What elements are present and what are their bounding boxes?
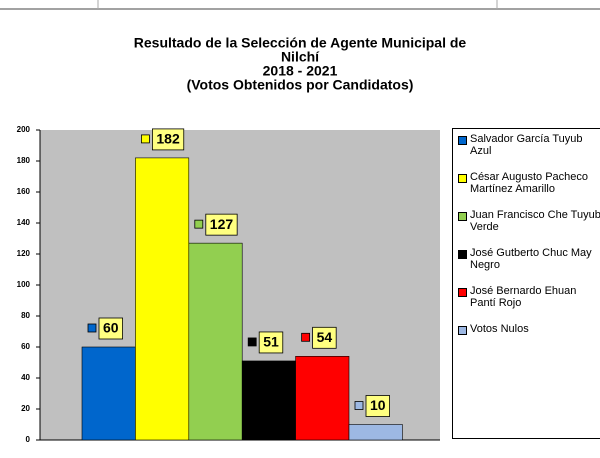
y-tick-label: 120 [17,249,31,258]
chart-title: (Votos Obtenidos por Candidatos) [187,77,414,93]
legend-item: Salvador García Tuyub Azul [458,133,600,157]
data-label: 10 [370,397,386,413]
data-label-key [301,332,311,342]
data-label: 127 [210,216,234,232]
data-label-box [205,213,238,236]
bar [295,355,350,441]
data-label: 182 [156,131,180,147]
y-tick-label: 100 [17,280,31,289]
chart-title: 2018 - 2021 [263,63,338,79]
y-tick-label: 140 [17,218,31,227]
data-label-key [194,219,204,229]
legend-item: Votos Nulos [458,323,600,335]
data-label: 60 [103,320,119,336]
legend: Salvador García Tuyub Azul César Augusto … [452,128,600,439]
bar [241,360,296,441]
legend-item: César Augusto Pacheco Martínez Amarillo [458,171,600,195]
legend-label: César Augusto Pacheco Martínez Amarillo [470,171,589,195]
bar [348,424,403,441]
data-label-key [354,401,364,410]
y-tick-label: 40 [21,373,30,382]
data-label-box [258,331,284,354]
data-label-box [312,326,337,349]
legend-label: José Bernardo Ehuan Pantí Rojo [470,285,577,309]
y-tick-label: 160 [17,187,31,196]
legend-label: Juan Francisco Che Tuyub Verde [470,209,600,233]
bar [188,242,243,441]
chart-title: Resultado de la Selección de Agente Muni… [134,35,467,51]
legend-swatch [458,288,467,297]
y-tick-label: 20 [21,404,30,413]
legend-swatch [458,174,467,183]
y-tick-label: 60 [21,342,30,351]
legend-swatch [458,326,467,335]
data-label-box [365,395,390,417]
legend-swatch [458,250,467,259]
legend-swatch [458,136,467,145]
legend-label: Votos Nulos [470,323,529,335]
data-label-key [87,323,97,333]
y-tick-label: 200 [17,125,31,134]
bar [135,157,190,441]
data-label-key [140,134,150,144]
legend-label: Salvador García Tuyub Azul [470,133,583,157]
legend-item: José Gutberto Chuc May Negro [458,247,600,271]
data-label: 54 [317,329,333,345]
legend-swatch [458,212,467,221]
data-label-box [151,128,185,151]
y-tick-label: 80 [21,311,30,320]
y-tick-label: 180 [17,156,31,165]
legend-item: José Bernardo Ehuan Pantí Rojo [458,285,600,309]
data-label-key [247,337,257,347]
y-tick-label: 0 [26,435,31,444]
data-label-box [98,317,123,340]
legend-item: Juan Francisco Che Tuyub Verde [458,209,600,233]
legend-label: José Gutberto Chuc May Negro [470,247,592,271]
data-label: 51 [263,334,279,350]
bar [81,346,136,441]
chart-title: Nilchí [281,49,320,65]
